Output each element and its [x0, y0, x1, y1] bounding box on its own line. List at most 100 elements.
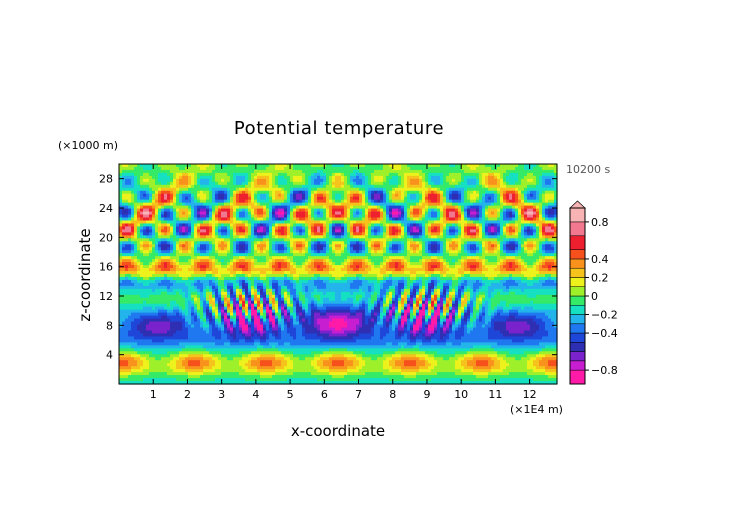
heatmap-cell: [497, 232, 501, 236]
heatmap-cell: [524, 232, 528, 236]
heatmap-cell: [194, 166, 198, 171]
heatmap-cell: [242, 223, 246, 228]
heatmap-cell: [248, 259, 252, 263]
heatmap-cell: [422, 259, 426, 263]
heatmap-cell: [317, 181, 321, 186]
heatmap-cell: [161, 223, 165, 228]
heatmap-cell: [497, 196, 501, 201]
heatmap-cell: [485, 256, 489, 260]
heatmap-cell: [455, 223, 459, 228]
heatmap-cell: [272, 211, 276, 216]
heatmap-cell: [467, 232, 471, 236]
heatmap-cell: [359, 181, 363, 186]
heatmap-cell: [119, 199, 123, 204]
heatmap-cell: [344, 262, 348, 266]
heatmap-cell: [257, 235, 261, 239]
heatmap-cell: [263, 229, 267, 233]
heatmap-cell: [374, 214, 378, 219]
heatmap-cell: [167, 229, 171, 233]
heatmap-cell: [269, 229, 273, 233]
heatmap-cell: [338, 214, 342, 219]
heatmap-cell: [185, 178, 189, 183]
heatmap-cell: [203, 223, 207, 228]
heatmap-cell: [314, 220, 318, 225]
heatmap-cell: [362, 196, 366, 201]
heatmap-cell: [350, 262, 354, 266]
heatmap-cell: [269, 190, 273, 195]
heatmap-cell: [227, 172, 231, 177]
heatmap-cell: [416, 193, 420, 198]
heatmap-cell: [188, 199, 192, 204]
heatmap-cell: [503, 164, 507, 168]
heatmap-cell: [128, 247, 132, 251]
heatmap-cell: [167, 211, 171, 216]
heatmap-cell: [269, 196, 273, 201]
heatmap-cell: [410, 208, 414, 213]
heatmap-cell: [368, 193, 372, 198]
heatmap-cell: [167, 226, 171, 230]
heatmap-cell: [533, 214, 537, 219]
heatmap-cell: [554, 193, 558, 198]
heatmap-cell: [398, 235, 402, 239]
heatmap-cell: [389, 208, 393, 213]
heatmap-cell: [185, 253, 189, 257]
heatmap-cell: [143, 229, 147, 233]
heatmap-cell: [215, 164, 219, 168]
heatmap-cell: [482, 229, 486, 233]
heatmap-cell: [392, 172, 396, 177]
heatmap-cell: [128, 226, 132, 230]
heatmap-cell: [410, 205, 414, 210]
heatmap-cell: [326, 169, 330, 174]
heatmap-cell: [182, 199, 186, 204]
heatmap-cell: [473, 223, 477, 228]
heatmap-cell: [272, 253, 276, 257]
heatmap-cell: [407, 226, 411, 230]
heatmap-cell: [350, 256, 354, 260]
heatmap-cell: [221, 178, 225, 183]
heatmap-cell: [521, 238, 525, 242]
heatmap-cell: [173, 226, 177, 230]
heatmap-cell: [272, 178, 276, 183]
heatmap-cell: [347, 175, 351, 180]
heatmap-cell: [515, 229, 519, 233]
heatmap-cell: [497, 217, 501, 222]
heatmap-cell: [305, 175, 309, 180]
heatmap-cell: [311, 169, 315, 174]
heatmap-cell: [455, 199, 459, 204]
heatmap-cell: [242, 229, 246, 233]
heatmap-cell: [389, 220, 393, 225]
heatmap-cell: [290, 241, 294, 245]
heatmap-cell: [260, 190, 264, 195]
heatmap-cell: [422, 172, 426, 177]
heatmap-cell: [347, 205, 351, 210]
heatmap-cell: [455, 253, 459, 257]
heatmap-cell: [284, 238, 288, 242]
heatmap-cell: [239, 247, 243, 251]
heatmap-cell: [458, 262, 462, 266]
heatmap-cell: [158, 250, 162, 254]
heatmap-cell: [374, 238, 378, 242]
heatmap-cell: [434, 220, 438, 225]
heatmap-cell: [302, 193, 306, 198]
heatmap-cell: [236, 226, 240, 230]
heatmap-cell: [230, 241, 234, 245]
heatmap-cell: [200, 220, 204, 225]
heatmap-cell: [242, 193, 246, 198]
heatmap-cell: [326, 259, 330, 263]
heatmap-cell: [431, 202, 435, 207]
heatmap-cell: [431, 172, 435, 177]
heatmap-cell: [185, 187, 189, 192]
heatmap-cell: [206, 250, 210, 254]
heatmap-cell: [536, 229, 540, 233]
heatmap-cell: [257, 259, 261, 263]
heatmap-cell: [332, 214, 336, 219]
heatmap-cell: [317, 184, 321, 189]
heatmap-cell: [428, 220, 432, 225]
heatmap-cell: [242, 172, 246, 177]
heatmap-cell: [482, 247, 486, 251]
heatmap-cell: [125, 211, 129, 216]
heatmap-cell: [275, 178, 279, 183]
heatmap-cell: [119, 193, 123, 198]
heatmap-cell: [134, 262, 138, 266]
heatmap-cell: [344, 190, 348, 195]
